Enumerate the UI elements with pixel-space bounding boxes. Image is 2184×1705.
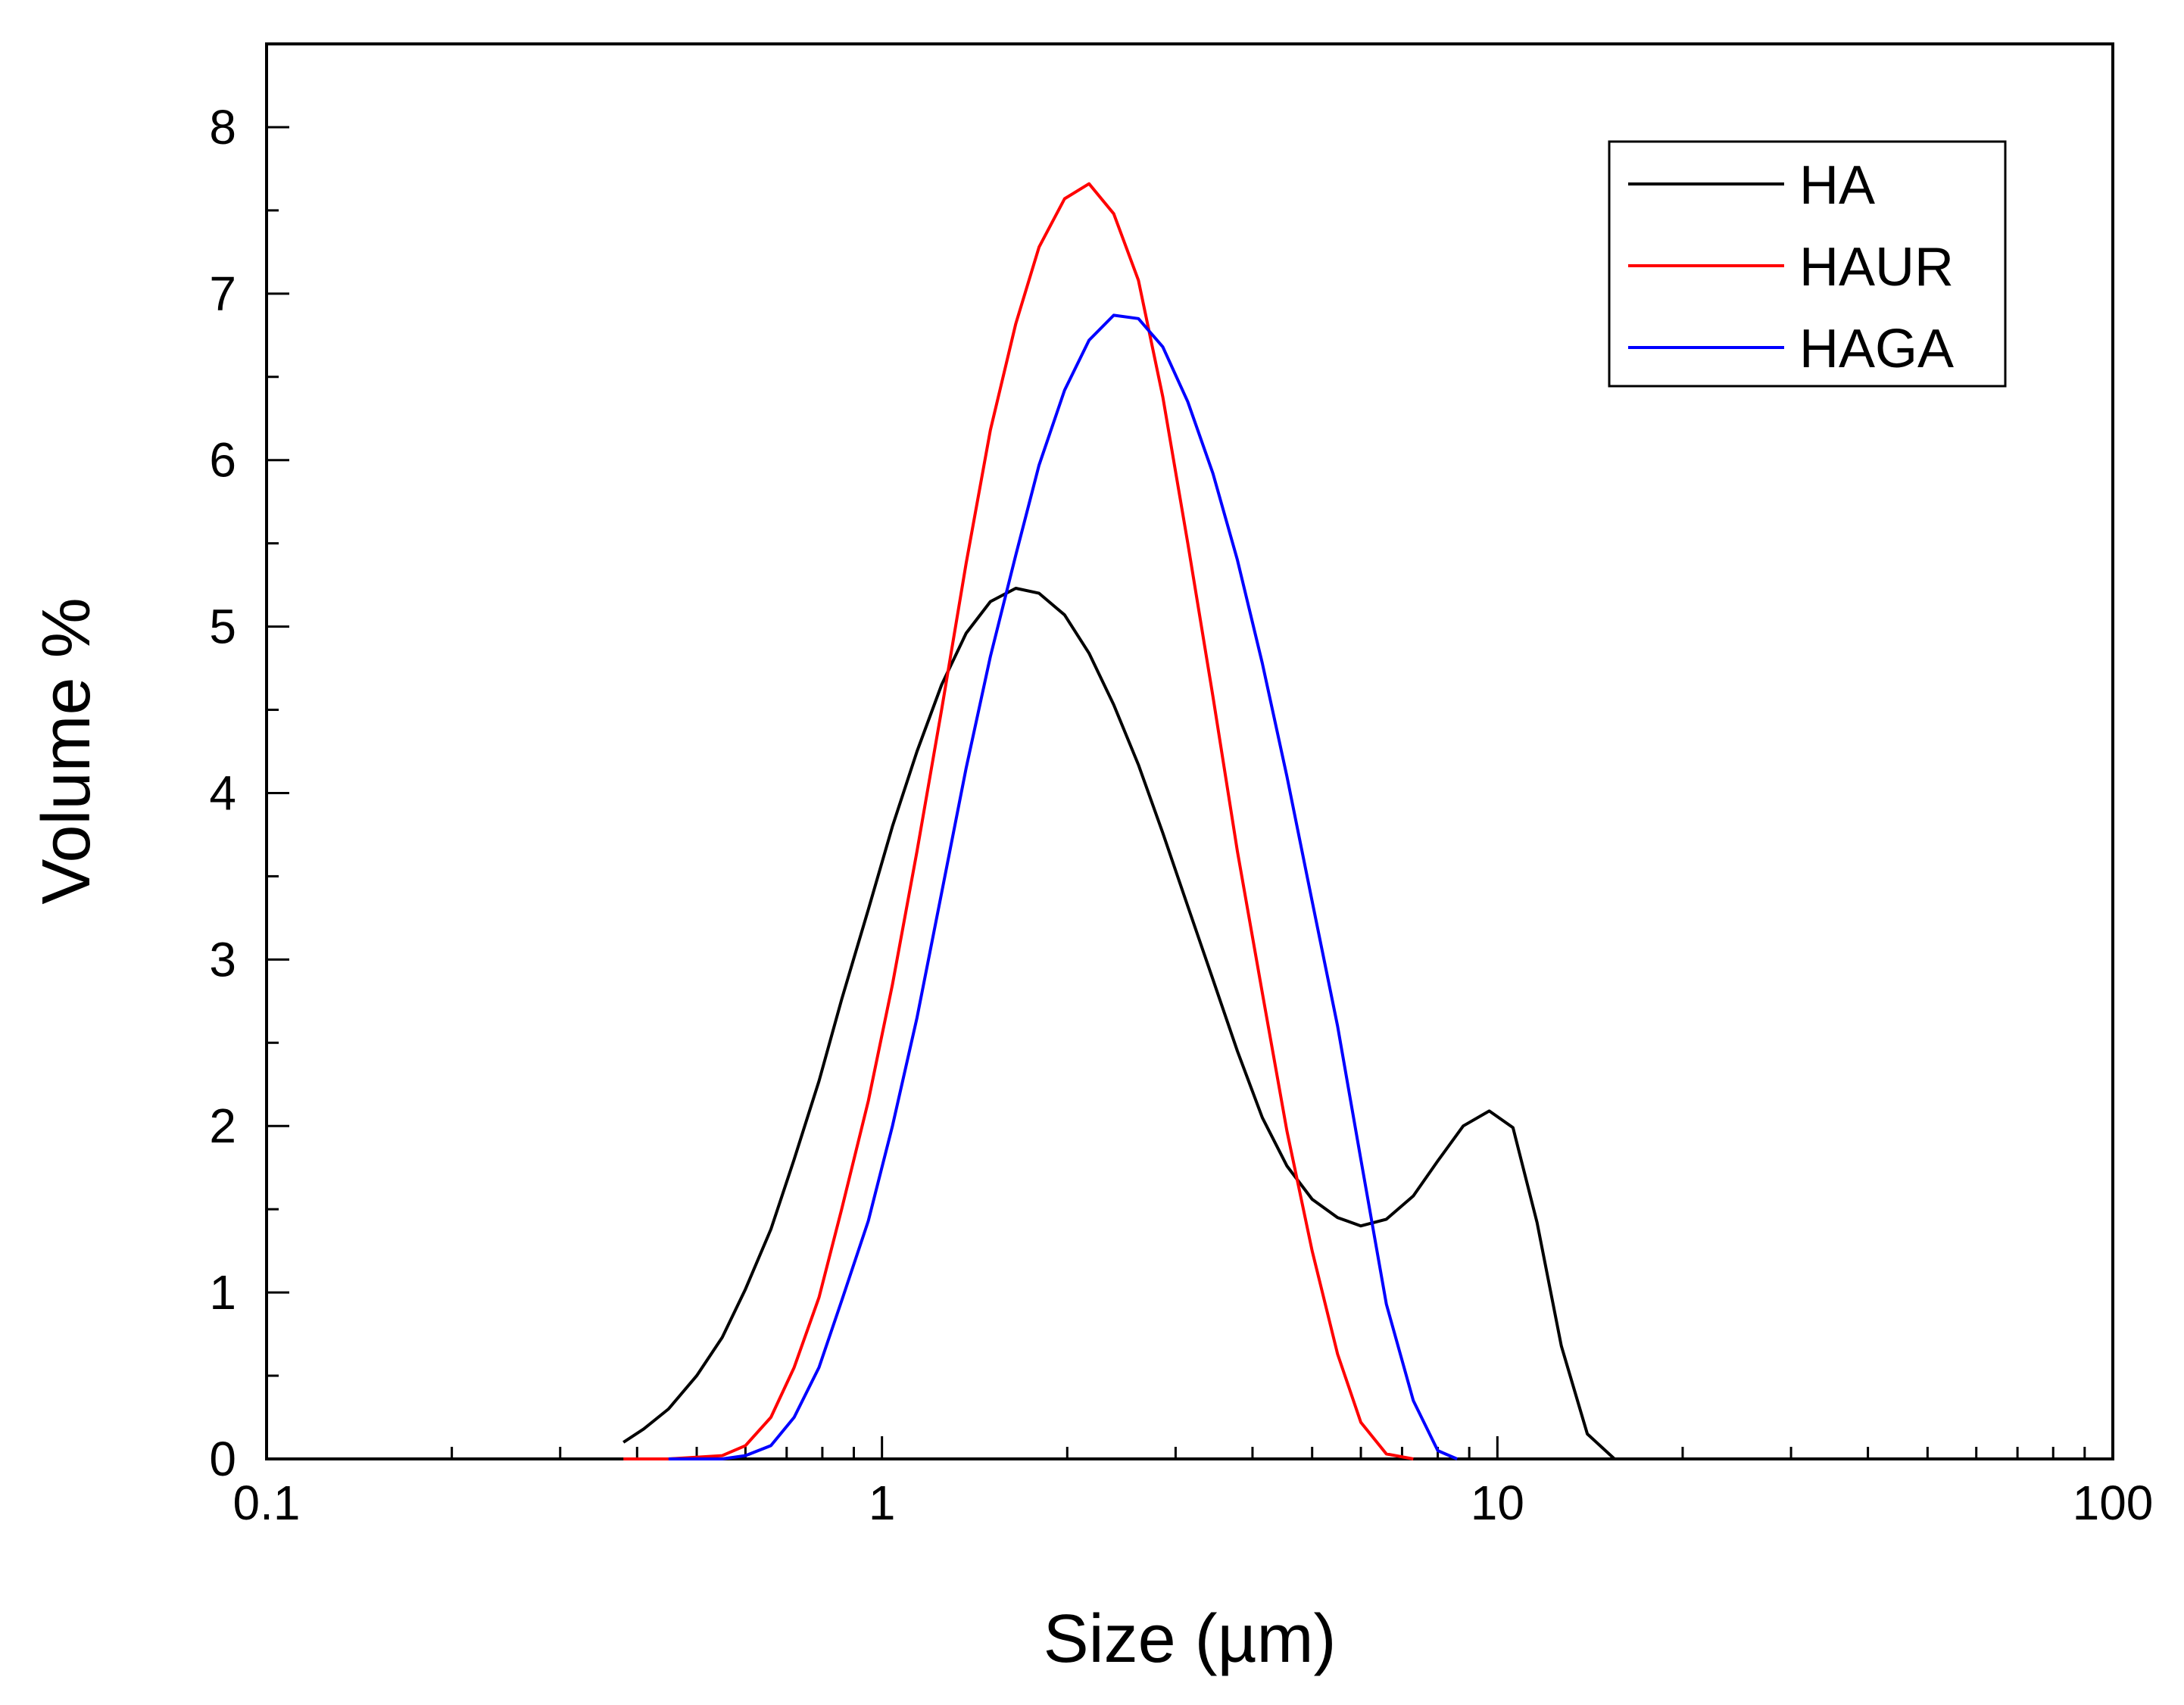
y-axis-title: Volume % (29, 597, 105, 904)
x-tick-label: 0.1 (233, 1476, 301, 1530)
legend-entries: HA HAUR HAGA (1628, 155, 1954, 379)
y-axis-ticks: 0 1 2 3 4 5 6 7 8 (209, 100, 289, 1486)
y-tick-label: 6 (209, 433, 236, 488)
y-tick-label: 4 (209, 765, 236, 820)
series-line-ha (622, 587, 1616, 1460)
y-tick-label: 1 (209, 1265, 236, 1320)
x-tick-label: 10 (1471, 1476, 1524, 1530)
y-tick-label: 5 (209, 600, 236, 654)
legend: HA HAUR HAGA (1608, 140, 2007, 388)
legend-box (1608, 140, 2007, 388)
y-tick-label: 0 (209, 1432, 236, 1486)
y-tick-label: 3 (209, 932, 236, 987)
legend-label-haga: HAGA (1799, 319, 1954, 379)
series-line-haur (623, 182, 1414, 1460)
series-lines (622, 182, 1616, 1460)
y-tick-label: 2 (209, 1099, 236, 1153)
x-tick-label: 1 (869, 1476, 896, 1530)
plot-frame (265, 42, 2114, 1460)
y-tick-label: 8 (209, 100, 236, 154)
legend-label-ha: HA (1799, 155, 1875, 216)
y-tick-label: 7 (209, 267, 236, 321)
x-axis-ticks: 0.1 1 10 100 (233, 1436, 2154, 1530)
legend-label-haur: HAUR (1799, 237, 1954, 298)
x-axis-title: Size (µm) (1044, 1601, 1337, 1677)
series-line-haga (668, 313, 1458, 1460)
x-tick-label: 100 (2073, 1476, 2154, 1530)
